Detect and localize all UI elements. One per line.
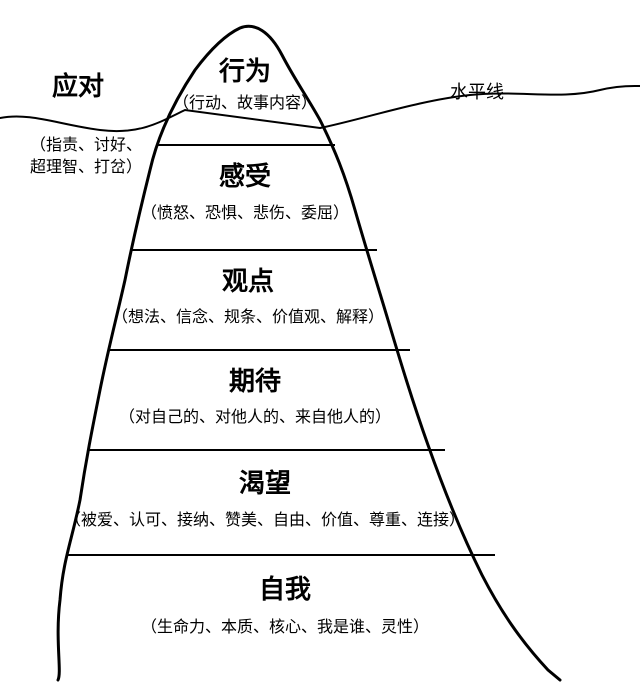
layer-sub-2: （愤怒、恐惧、悲伤、委屈） bbox=[141, 204, 349, 222]
layer-title-3: 观点 bbox=[222, 266, 274, 296]
coping-title: 应对 bbox=[52, 71, 104, 101]
layer-sub-4: （对自己的、对他人的、来自他人的） bbox=[119, 408, 391, 426]
coping-sub-line2: 超理智、打岔） bbox=[30, 158, 142, 176]
layer-sub-3: （想法、信念、规条、价值观、解释） bbox=[112, 307, 384, 326]
layer-sub-1: （行动、故事内容） bbox=[173, 94, 317, 112]
layer-title-4: 期待 bbox=[229, 366, 281, 396]
layer-title-2: 感受 bbox=[219, 161, 271, 191]
layer-sub-5: （被爱、认可、接纳、赞美、自由、价值、尊重、连接） bbox=[65, 511, 465, 529]
layer-title-1: 行为 bbox=[218, 56, 271, 86]
waterline-label: 水平线 bbox=[450, 82, 504, 102]
background bbox=[0, 0, 640, 689]
layer-sub-6: （生命力、本质、核心、我是谁、灵性） bbox=[141, 618, 429, 636]
coping-sub-line1: （指责、讨好、 bbox=[30, 136, 142, 154]
layer-title-5: 渴望 bbox=[239, 468, 291, 498]
layer-title-6: 自我 bbox=[259, 574, 311, 604]
